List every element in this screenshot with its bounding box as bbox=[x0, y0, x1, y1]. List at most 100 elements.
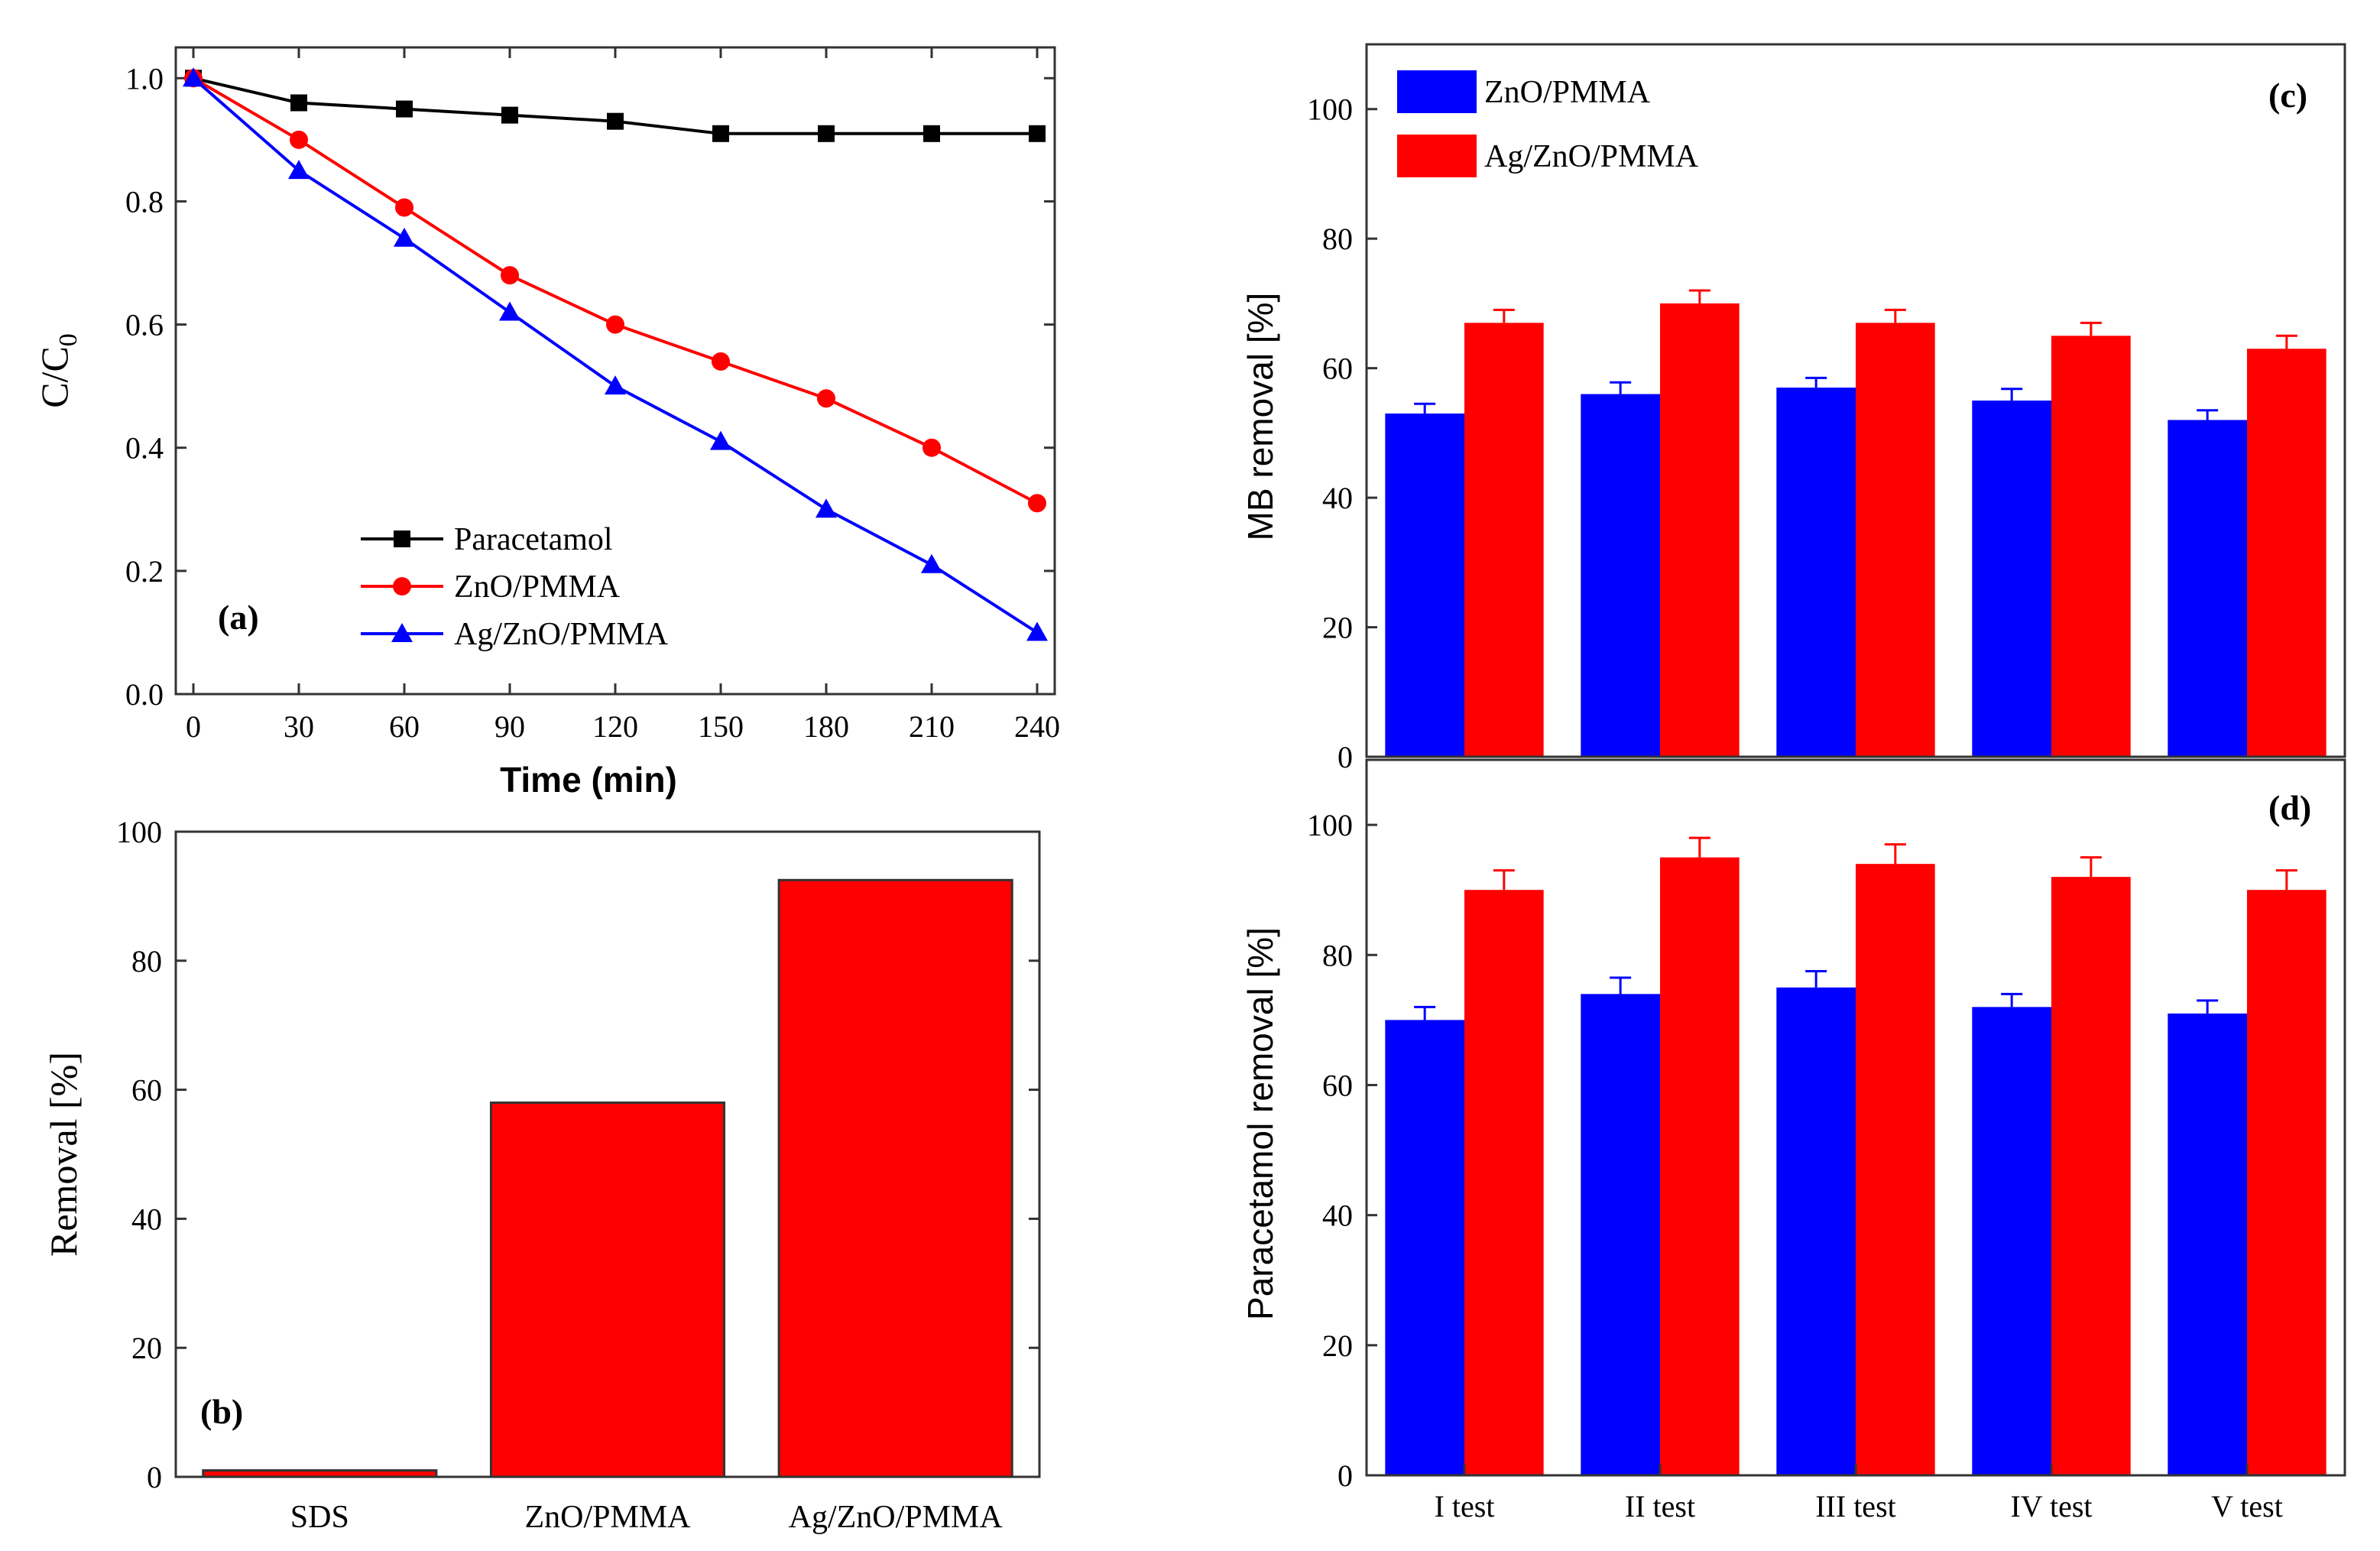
panel-a-data-point bbox=[395, 198, 413, 217]
panel-b-category-label: Ag/ZnO/PMMA bbox=[789, 1500, 1004, 1535]
panel-c-ytick-label: 20 bbox=[1322, 611, 1353, 645]
panel-a-data-point bbox=[396, 100, 413, 118]
panel-a-xtick-label: 120 bbox=[592, 709, 638, 744]
panel-d-category-label: II test bbox=[1625, 1489, 1695, 1523]
panel-c-bar-agzno bbox=[1464, 323, 1544, 757]
panel-d-bar-agzno bbox=[1660, 857, 1740, 1475]
panel-b-ylabel: Removal [%] bbox=[42, 1052, 85, 1257]
panel-d-ytick-label: 0 bbox=[1338, 1459, 1353, 1493]
panel-d-bar-zno bbox=[1385, 1020, 1464, 1475]
panel-a-data-point bbox=[818, 125, 835, 142]
panel-a-series-zno-pmma bbox=[184, 69, 1046, 513]
panel-a-legend-marker bbox=[393, 577, 411, 595]
panel-a-ylabel-sub: 0 bbox=[54, 333, 83, 346]
panel-a-label: (a) bbox=[218, 598, 259, 637]
panel-a-data-point bbox=[1029, 125, 1046, 142]
panel-c-ytick-label: 60 bbox=[1322, 352, 1353, 386]
panel-a-data-point bbox=[921, 553, 942, 573]
panel-a-legend-marker bbox=[394, 531, 410, 547]
panel-a-data-point bbox=[183, 67, 204, 87]
panel-c-bar-zno bbox=[1776, 388, 1856, 757]
panel-c-bar-chart: 0 20 40 60 80 100 (c) MB removal [%] ZnO/PMMA… bbox=[1240, 43, 2346, 774]
panel-a-line-chart: 0 30 60 90 120 150 180 210 240 0.0 0.2 0.4 0.6 0.8 1.0… bbox=[33, 46, 1060, 800]
panel-a-ylabel: C/C0 bbox=[33, 333, 83, 408]
panel-c-legend-label: ZnO/PMMA bbox=[1484, 75, 1651, 110]
panel-a-data-point bbox=[605, 375, 626, 395]
panel-a-data-point bbox=[817, 389, 835, 408]
panel-c-ytick-label: 0 bbox=[1338, 740, 1353, 774]
panel-c-plot-frame bbox=[1365, 43, 2346, 758]
panel-b-ytick-label: 100 bbox=[116, 815, 162, 849]
panel-c-bar-zno bbox=[1972, 401, 2051, 757]
panel-b-ytick-label: 0 bbox=[147, 1460, 162, 1494]
panel-b-bar-chart: SDS ZnO/PMMA Ag/ZnO/PMMA 0 20 40 60 80 100 (b) R… bbox=[42, 815, 1041, 1535]
panel-a-data-point bbox=[1028, 494, 1046, 513]
panel-a-ytick-label: 0.8 bbox=[125, 184, 164, 219]
panel-b-ytick-label: 80 bbox=[131, 944, 162, 978]
panel-a-data-point bbox=[290, 94, 307, 112]
panel-d-category-label: III test bbox=[1815, 1489, 1896, 1523]
panel-a-data-point bbox=[290, 130, 308, 149]
panel-d-ytick-label: 80 bbox=[1322, 938, 1353, 972]
panel-c-bar-agzno bbox=[2247, 349, 2326, 758]
panel-c-ytick-label: 40 bbox=[1322, 481, 1353, 515]
panel-c-ylabel: MB removal [%] bbox=[1240, 293, 1280, 541]
panel-a-data-point bbox=[288, 160, 310, 180]
panel-c-bar-agzno bbox=[1660, 303, 1740, 758]
panel-c-legend-swatch bbox=[1397, 135, 1477, 177]
panel-d-bar-agzno bbox=[1856, 864, 1935, 1475]
panel-a-data-point bbox=[710, 430, 731, 450]
panel-a-series-paracetamol bbox=[185, 70, 1046, 142]
panel-d-category-label: I test bbox=[1435, 1489, 1495, 1523]
panel-d-bar-agzno bbox=[1464, 890, 1544, 1475]
panel-a-data-point bbox=[1026, 621, 1048, 641]
panel-a-xtick-label: 180 bbox=[803, 709, 849, 744]
panel-a-legend: Paracetamol ZnO/PMMA Ag/ZnO/PMMA bbox=[361, 522, 669, 652]
panel-b-ytick-label: 60 bbox=[131, 1073, 162, 1108]
panel-b-bar bbox=[489, 1101, 726, 1478]
panel-a-ylabel-main: C/C bbox=[33, 346, 76, 408]
panel-d-ytick-label: 60 bbox=[1322, 1068, 1353, 1102]
panel-a-ytick-label: 0.6 bbox=[125, 308, 164, 342]
panel-d-ytick-label: 40 bbox=[1322, 1199, 1353, 1233]
panel-b-bar bbox=[777, 878, 1013, 1478]
panel-d-ytick-label: 100 bbox=[1307, 808, 1353, 842]
panel-c-legend: ZnO/PMMA Ag/ZnO/PMMA bbox=[1397, 70, 1699, 177]
panel-c-bar-zno bbox=[2168, 420, 2247, 757]
panel-a-data-point bbox=[499, 301, 520, 321]
panel-a-legend-label: Ag/ZnO/PMMA bbox=[454, 617, 669, 652]
panel-a-data-point bbox=[815, 498, 837, 518]
panel-d-bar-zno bbox=[1972, 1007, 2051, 1475]
panel-d-bar-zno bbox=[1776, 987, 1856, 1475]
panel-c-bar-zno bbox=[1581, 394, 1660, 757]
panel-d-category-label: IV test bbox=[2010, 1489, 2092, 1523]
panel-d-category-label: V test bbox=[2211, 1489, 2283, 1523]
panel-a-xtick-label: 210 bbox=[909, 709, 955, 744]
panel-b-category-label: SDS bbox=[290, 1500, 349, 1535]
panel-a-data-point bbox=[501, 266, 519, 285]
panel-a-xtick-label: 60 bbox=[389, 709, 420, 744]
panel-a-data-point bbox=[712, 352, 730, 371]
panel-a-xtick-label: 240 bbox=[1014, 709, 1060, 744]
panel-d-label: (d) bbox=[2268, 788, 2311, 827]
panel-c-bar-zno bbox=[1385, 413, 1464, 757]
panel-a-data-point bbox=[501, 106, 518, 124]
panel-a-legend-label: ZnO/PMMA bbox=[454, 569, 621, 605]
panel-a-ytick-label: 0.2 bbox=[125, 554, 164, 589]
panel-a-ytick-label: 0.0 bbox=[125, 677, 164, 712]
panel-a-legend-marker bbox=[391, 623, 413, 642]
panel-a-xtick-label: 150 bbox=[698, 709, 744, 744]
panel-c-bar-agzno bbox=[2051, 336, 2131, 758]
panel-a-xtick-label: 90 bbox=[494, 709, 525, 744]
panel-a-data-point bbox=[394, 227, 415, 247]
panel-d-bar-zno bbox=[1581, 994, 1660, 1475]
panel-d-ylabel: Paracetamol removal [%] bbox=[1240, 927, 1280, 1320]
panel-c-ytick-label: 80 bbox=[1322, 222, 1353, 256]
panel-b-label: (b) bbox=[200, 1392, 243, 1431]
panel-a-series-ag-zno-pmma bbox=[183, 67, 1048, 641]
panel-d-bar-agzno bbox=[2247, 890, 2326, 1475]
panel-c-legend-swatch bbox=[1397, 70, 1477, 113]
panel-a-data-point bbox=[606, 315, 624, 334]
panel-b-ytick-label: 20 bbox=[131, 1331, 162, 1365]
